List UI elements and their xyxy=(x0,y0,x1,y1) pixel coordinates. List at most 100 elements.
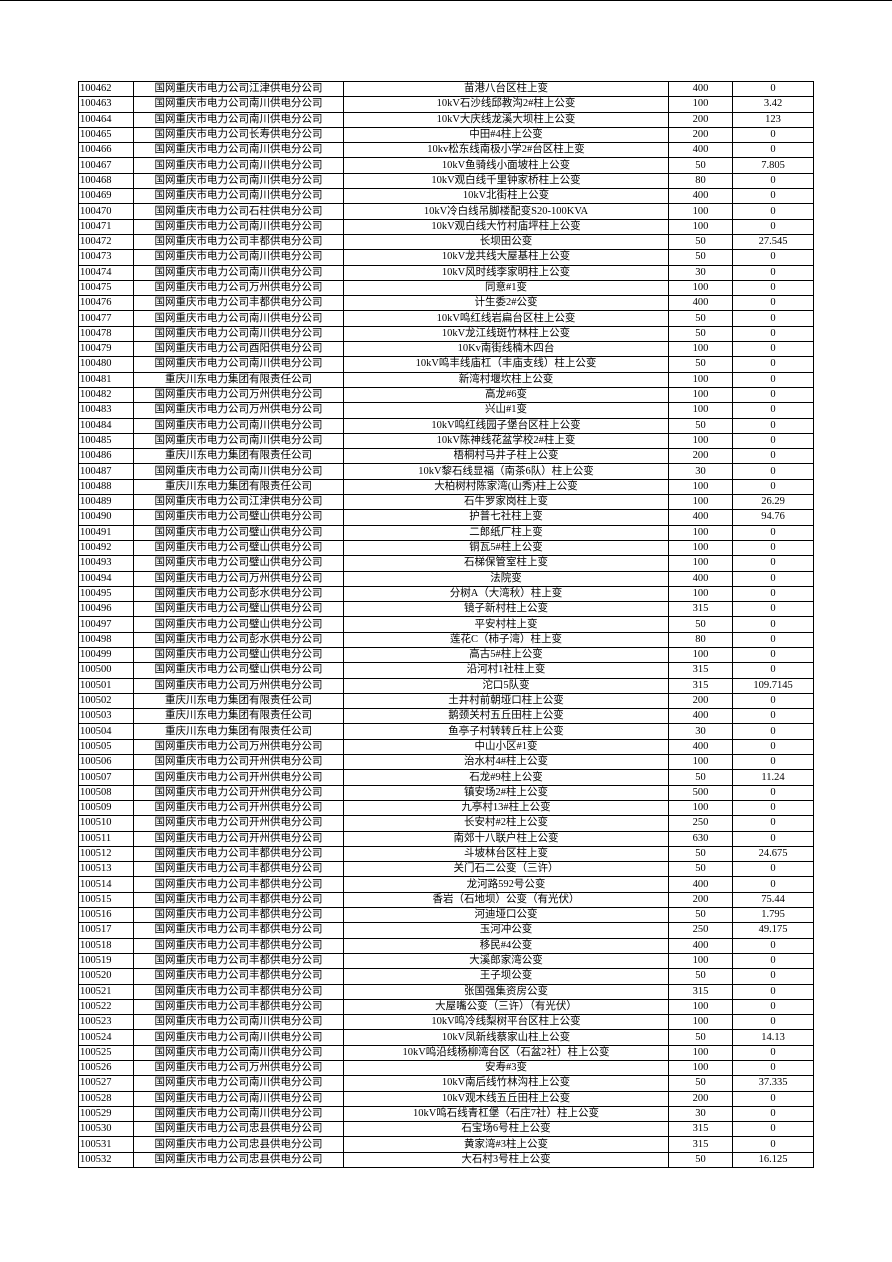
cell-row-id: 100521 xyxy=(78,983,134,1000)
cell-capacity: 50 xyxy=(668,233,733,251)
cell-transformer-name: 王子坝公变 xyxy=(343,968,669,985)
cell-value: 0 xyxy=(732,708,814,725)
cell-capacity: 30 xyxy=(668,1105,733,1123)
cell-company: 国网重庆市电力公司南川供电分公司 xyxy=(133,463,344,480)
cell-company: 国网重庆市电力公司南川供电分公司 xyxy=(133,188,344,205)
cell-company: 国网重庆市电力公司忠县供电分公司 xyxy=(133,1121,344,1138)
cell-company: 国网重庆市电力公司南川供电分公司 xyxy=(133,1029,344,1046)
cell-company: 重庆川东电力集团有限责任公司 xyxy=(133,708,344,725)
cell-value: 0 xyxy=(732,279,814,297)
cell-capacity: 400 xyxy=(668,738,733,756)
table-row: 100529 国网重庆市电力公司南川供电分公司 10kV鸣石线青杠堡（石庄7社）柱上… xyxy=(78,1105,814,1123)
cell-transformer-name: 黄家湾#3柱上公变 xyxy=(343,1136,669,1153)
cell-capacity: 100 xyxy=(668,203,733,220)
cell-row-id: 100472 xyxy=(78,233,134,251)
cell-company: 国网重庆市电力公司丰都供电分公司 xyxy=(133,998,344,1016)
cell-transformer-name: 南郊十八联户柱上公变 xyxy=(343,830,669,847)
cell-capacity: 100 xyxy=(668,386,733,404)
cell-value: 123 xyxy=(732,111,814,128)
cell-row-id: 100531 xyxy=(78,1136,134,1153)
cell-value: 0 xyxy=(732,952,814,970)
cell-row-id: 100501 xyxy=(78,677,134,694)
cell-row-id: 100513 xyxy=(78,861,134,878)
cell-row-id: 100527 xyxy=(78,1075,134,1092)
cell-value: 0 xyxy=(732,662,814,679)
cell-capacity: 100 xyxy=(668,1059,733,1077)
cell-row-id: 100523 xyxy=(78,1014,134,1031)
cell-transformer-name: 关门石二公变（三许） xyxy=(343,861,669,878)
table-row: 100526 国网重庆市电力公司万州供电分公司 安寿#3变 100 0 xyxy=(78,1059,814,1077)
cell-capacity: 400 xyxy=(668,876,733,893)
cell-company: 国网重庆市电力公司丰都供电分公司 xyxy=(133,876,344,893)
cell-transformer-name: 中山小区#1变 xyxy=(343,738,669,756)
table-row: 100470 国网重庆市电力公司石柱供电分公司 10kV冷白线吊脚楼配变S20-10… xyxy=(78,203,814,220)
cell-company: 重庆川东电力集团有限责任公司 xyxy=(133,692,344,710)
cell-capacity: 100 xyxy=(668,1044,733,1062)
cell-row-id: 100508 xyxy=(78,784,134,801)
table-row: 100506 国网重庆市电力公司开州供电分公司 治水村4#柱上公变 100 0 xyxy=(78,754,814,771)
table-row: 100468 国网重庆市电力公司南川供电分公司 10kV观白线千里钟家桥柱上公变 80… xyxy=(78,172,814,190)
table-row: 100488 重庆川东电力集团有限责任公司 大柏树村陈家湾(山秀)柱上公变 100 0 xyxy=(78,478,814,496)
cell-transformer-name: 沱口5队变 xyxy=(343,677,669,694)
cell-row-id: 100483 xyxy=(78,402,134,419)
cell-capacity: 400 xyxy=(668,142,733,159)
cell-capacity: 200 xyxy=(668,111,733,128)
cell-capacity: 50 xyxy=(668,249,733,266)
table-row: 100484 国网重庆市电力公司南川供电分公司 10kV鸣红线园子堡台区柱上公变 50… xyxy=(78,417,814,434)
cell-capacity: 50 xyxy=(668,616,733,633)
cell-company: 国网重庆市电力公司璧山供电分公司 xyxy=(133,662,344,679)
cell-transformer-name: 10kV风时线李家明柱上公变 xyxy=(343,264,669,281)
cell-capacity: 50 xyxy=(668,157,733,174)
cell-row-id: 100498 xyxy=(78,631,134,648)
cell-row-id: 100469 xyxy=(78,188,134,205)
cell-value: 0 xyxy=(732,968,814,985)
cell-value: 0 xyxy=(732,432,814,450)
table-row: 100523 国网重庆市电力公司南川供电分公司 10kV鸣冷线梨树平台区柱上公变 10… xyxy=(78,1014,814,1031)
cell-row-id: 100507 xyxy=(78,769,134,786)
cell-company: 国网重庆市电力公司万州供电分公司 xyxy=(133,279,344,297)
cell-row-id: 100520 xyxy=(78,968,134,985)
cell-value: 0 xyxy=(732,1044,814,1062)
table-row: 100503 重庆川东电力集团有限责任公司 鹅颈关村五丘田柱上公变 400 0 xyxy=(78,708,814,725)
table-row: 100524 国网重庆市电力公司南川供电分公司 10kV凤新线蔡家山柱上公变 50 14… xyxy=(78,1029,814,1046)
cell-transformer-name: 10kV龙共线大屋基柱上公变 xyxy=(343,249,669,266)
cell-company: 国网重庆市电力公司丰都供电分公司 xyxy=(133,968,344,985)
cell-capacity: 200 xyxy=(668,891,733,909)
cell-company: 国网重庆市电力公司丰都供电分公司 xyxy=(133,861,344,878)
cell-capacity: 80 xyxy=(668,172,733,190)
table-row: 100486 重庆川东电力集团有限责任公司 梧桐村马井子柱上公变 200 0 xyxy=(78,448,814,465)
cell-row-id: 100466 xyxy=(78,142,134,159)
cell-capacity: 200 xyxy=(668,126,733,144)
cell-company: 国网重庆市电力公司丰都供电分公司 xyxy=(133,907,344,924)
table-row: 100528 国网重庆市电力公司南川供电分公司 10kV观木线五丘田柱上公变 200 0 xyxy=(78,1090,814,1107)
cell-transformer-name: 10kV鸣红线岩扁台区柱上公变 xyxy=(343,310,669,327)
table-row: 100493 国网重庆市电力公司璧山供电分公司 石梯保管室柱上变 100 0 xyxy=(78,555,814,572)
cell-transformer-name: 新湾村堰坎柱上公变 xyxy=(343,371,669,388)
cell-transformer-name: 石宝场6号柱上公变 xyxy=(343,1121,669,1138)
cell-company: 国网重庆市电力公司开州供电分公司 xyxy=(133,769,344,786)
transformer-table: 100462 国网重庆市电力公司江津供电分公司 苗港八台区柱上变 400 0 100463… xyxy=(78,80,814,1169)
cell-capacity: 30 xyxy=(668,264,733,281)
cell-value: 0 xyxy=(732,264,814,281)
cell-capacity: 50 xyxy=(668,1029,733,1046)
cell-value: 0 xyxy=(732,646,814,664)
cell-company: 国网重庆市电力公司璧山供电分公司 xyxy=(133,601,344,618)
cell-value: 0 xyxy=(732,861,814,878)
cell-row-id: 100474 xyxy=(78,264,134,281)
cell-capacity: 315 xyxy=(668,677,733,694)
cell-value: 37.335 xyxy=(732,1075,814,1092)
cell-row-id: 100519 xyxy=(78,952,134,970)
cell-value: 0 xyxy=(732,570,814,587)
cell-capacity: 200 xyxy=(668,692,733,710)
cell-company: 国网重庆市电力公司南川供电分公司 xyxy=(133,1075,344,1092)
table-row: 100489 国网重庆市电力公司江津供电分公司 石牛罗家岗柱上变 100 26.29 xyxy=(78,494,814,511)
table-row: 100487 国网重庆市电力公司南川供电分公司 10kV黎石线显福（南茶6队）柱上公… xyxy=(78,463,814,480)
cell-value: 0 xyxy=(732,998,814,1016)
cell-company: 国网重庆市电力公司江津供电分公司 xyxy=(133,80,344,98)
cell-transformer-name: 土井村前朝垭口柱上公变 xyxy=(343,692,669,710)
cell-transformer-name: 10kV石沙线邱教沟2#柱上公变 xyxy=(343,96,669,113)
cell-company: 国网重庆市电力公司丰都供电分公司 xyxy=(133,983,344,1000)
cell-transformer-name: 计生委2#公变 xyxy=(343,295,669,312)
table-row: 100471 国网重庆市电力公司南川供电分公司 10kV观白线大竹村庙坪柱上公变 10… xyxy=(78,218,814,235)
cell-company: 国网重庆市电力公司璧山供电分公司 xyxy=(133,539,344,557)
